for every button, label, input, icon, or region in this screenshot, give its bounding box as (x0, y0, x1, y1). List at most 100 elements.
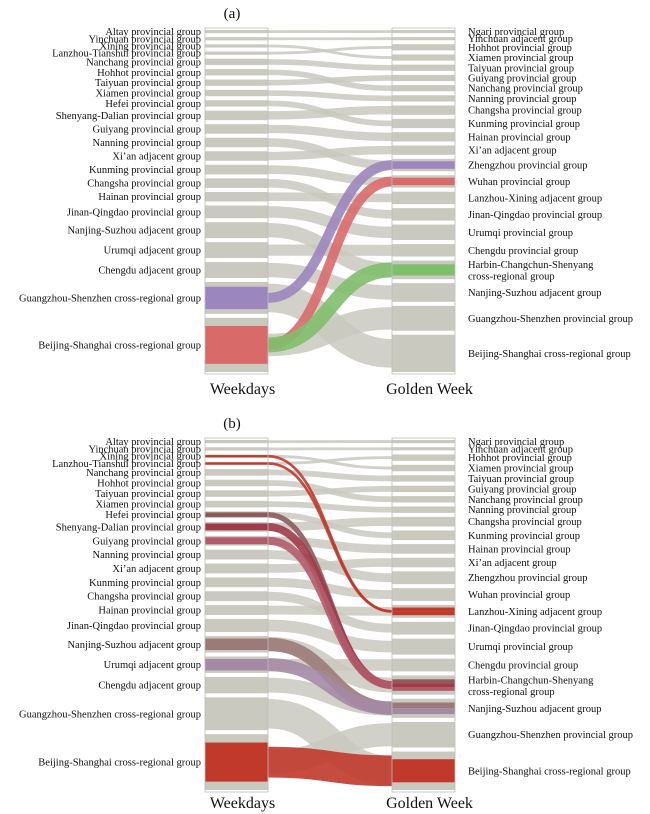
left-node-label: Beijing-Shanghai cross-regional group (38, 758, 201, 769)
left-node-label: Hefei provincial group (105, 99, 201, 110)
flow-link (267, 165, 393, 186)
right-node-highlight (392, 686, 455, 691)
left-node (205, 469, 268, 476)
right-node-label: Guiyang provincial group (468, 73, 576, 84)
left-node (205, 164, 268, 175)
flow-link (267, 536, 393, 554)
right-node-label: Hainan provincial group (468, 132, 571, 143)
flow-link (267, 45, 393, 55)
left-node (205, 500, 268, 508)
left-column-outline (204, 27, 269, 375)
left-node (205, 605, 268, 615)
right-node (392, 283, 455, 302)
flow-link (267, 501, 393, 513)
right-node (392, 44, 455, 51)
left-node-label: Nanning provincial group (93, 138, 201, 149)
left-node (205, 242, 268, 259)
flow-link (267, 454, 393, 470)
left-node-highlight (205, 523, 268, 531)
left-node-highlight (205, 742, 268, 782)
right-node-label: Changsha provincial group (468, 517, 582, 528)
right-node (392, 454, 455, 461)
flow-link (267, 619, 393, 653)
right-node (392, 132, 455, 142)
left-node-label: Hainan provincial group (98, 606, 201, 617)
right-node (392, 557, 455, 568)
flow-link (267, 456, 393, 465)
right-node-label: Chengdu provincial group (468, 661, 578, 672)
left-node-label: Hefei provincial group (105, 510, 201, 521)
right-node (392, 37, 455, 41)
axis-label-golden-week: Golden Week (386, 795, 473, 812)
right-node-label: Changsha provincial group (468, 106, 582, 117)
right-node-label: Guiyang provincial group (468, 484, 576, 495)
right-node-label: Ngari provincial group (468, 27, 564, 38)
left-node (205, 151, 268, 161)
left-node-highlight (205, 286, 268, 310)
left-node-label: Shenyang-Dalian provincial group (56, 522, 201, 533)
right-node (392, 447, 455, 451)
highlight-flow (267, 658, 393, 715)
right-node-label: Ngari provincial group (468, 437, 564, 448)
flow-link (267, 105, 393, 120)
highlight-flow (267, 160, 393, 303)
left-node-label: Yinchuan provincial group (88, 444, 201, 455)
right-node (392, 30, 455, 34)
right-node-label: Chengdu provincial group (468, 246, 578, 257)
left-node-label: Xi’an adjacent group (112, 152, 201, 163)
right-node (392, 638, 455, 655)
right-node (392, 544, 455, 554)
right-node-label: Guangzhou-Shenzhen provincial group (468, 730, 633, 741)
left-node-label: Hainan provincial group (98, 192, 201, 203)
right-node (392, 85, 455, 92)
right-node (392, 658, 455, 672)
left-node (205, 178, 268, 188)
right-node-label: Yinchuan adjacent group (468, 34, 573, 45)
left-node (205, 591, 268, 602)
right-node-highlight (392, 702, 455, 709)
left-node-highlight (205, 638, 268, 651)
left-node (205, 563, 268, 574)
left-node-label: Nanchang provincial group (86, 57, 201, 68)
left-node-label: Nanjing-Suzhou adjacent group (67, 226, 201, 237)
left-column-outline (204, 437, 269, 793)
left-node (205, 205, 268, 219)
right-node (392, 74, 455, 82)
right-node (392, 224, 455, 241)
highlight-flow (267, 262, 393, 353)
right-node-label: Xi’an adjacent group (468, 146, 557, 157)
right-node (392, 64, 455, 71)
left-node-label: Yinchuan provincial group (88, 34, 201, 45)
right-node-label: Lanzhou-Xining adjacent group (468, 607, 602, 618)
right-node-label: Nanning provincial group (468, 505, 576, 516)
right-node-label: Wuhan provincial group (468, 590, 570, 601)
panel-label: (a) (224, 6, 241, 22)
highlight-flow (267, 536, 393, 690)
left-node-label: Changsha provincial group (87, 179, 201, 190)
right-node (392, 191, 455, 205)
left-node (205, 124, 268, 134)
axis-label-golden-week: Golden Week (386, 381, 473, 398)
left-node-label: Guangzhou-Shenzhen cross-regional group (19, 709, 201, 720)
left-node-highlight (205, 512, 268, 517)
right-node-label: Yinchuan adjacent group (468, 444, 573, 455)
left-node-label: Xining provincial group (100, 452, 201, 463)
flow-link (267, 262, 393, 300)
right-node-label: Hohhot provincial group (468, 43, 572, 54)
right-node-label: Nanchang provincial group (468, 84, 583, 95)
right-node (392, 440, 455, 444)
left-node-label: Nanchang provincial group (86, 468, 201, 479)
right-node-label: Xi’an adjacent group (468, 558, 557, 569)
right-node (392, 145, 455, 155)
right-node-highlight (392, 708, 455, 715)
right-node-label: Xiamen provincial group (468, 53, 574, 64)
highlight-flow (267, 746, 393, 787)
right-node (392, 118, 455, 129)
left-node (205, 137, 268, 148)
left-node (205, 262, 268, 278)
axis-label-weekdays: Weekdays (210, 381, 275, 398)
left-node (205, 447, 268, 451)
left-node-label: Xiamen provincial group (95, 500, 201, 511)
